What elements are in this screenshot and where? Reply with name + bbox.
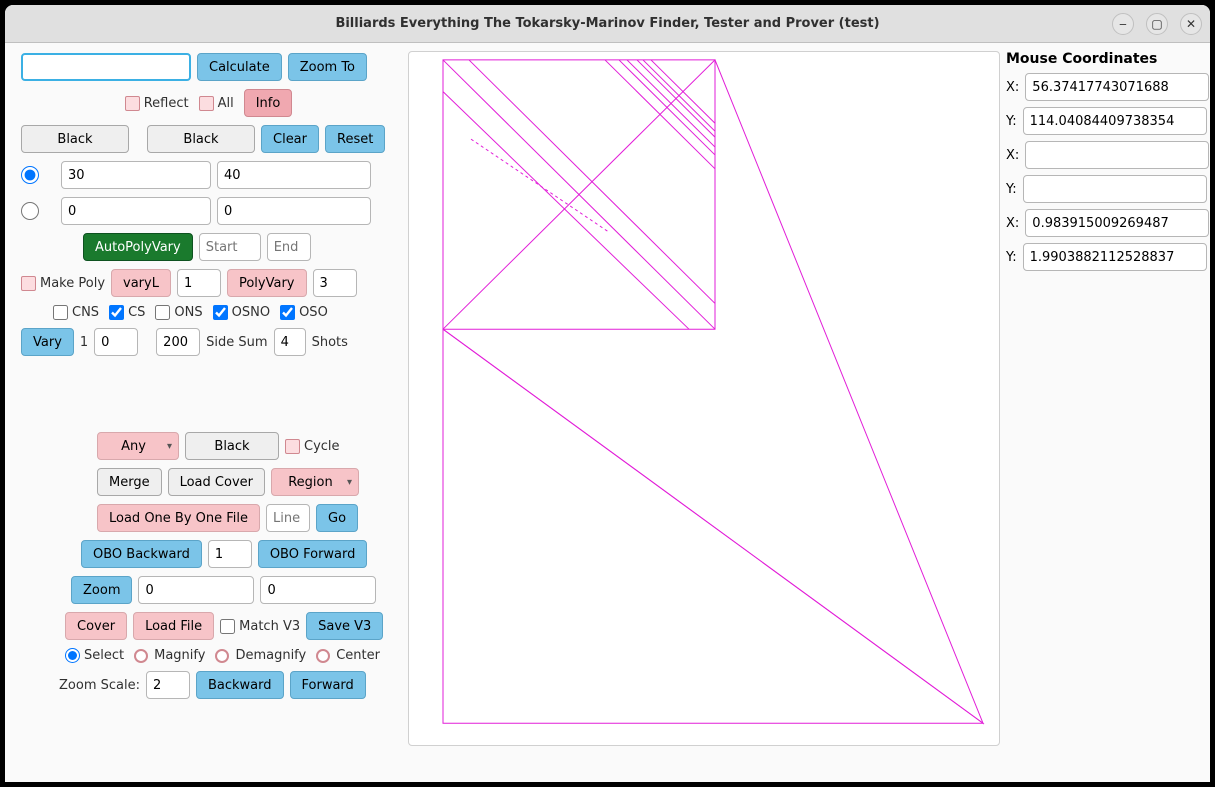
coord-x1-label: X: [1006,80,1019,95]
match-v3-check[interactable]: Match V3 [220,619,300,634]
cover-button[interactable]: Cover [65,612,127,640]
coord-y2-label: Y: [1006,182,1017,197]
main-input[interactable] [21,53,191,81]
angle-radio-2[interactable] [21,202,39,220]
billiards-diagram [409,52,999,745]
cns-check[interactable]: CNS [53,305,99,320]
obo-forward-button[interactable]: OBO Forward [258,540,368,568]
zoom-scale-input[interactable] [146,671,190,699]
any-dropdown[interactable]: Any [97,432,179,460]
magnify-radio[interactable]: Magnify [134,648,205,663]
end-input[interactable] [267,233,311,261]
content: Calculate Zoom To Reflect All Info Black… [5,43,1210,782]
make-poly-check[interactable]: Make Poly [21,276,105,291]
clear-button[interactable]: Clear [261,125,319,153]
window-controls: ‒ ▢ ✕ [1112,13,1202,35]
polyvary-input[interactable] [313,269,357,297]
load-cover-button[interactable]: Load Cover [168,468,265,496]
cycle-check[interactable]: Cycle [285,439,340,454]
zoom-v1-input[interactable] [138,576,254,604]
coord-x2-input[interactable] [1025,141,1209,169]
app-window: Billiards Everything The Tokarsky-Marino… [5,5,1210,782]
obo-input[interactable] [208,540,252,568]
line-input[interactable] [266,504,310,532]
angle-radio-1[interactable] [21,166,39,184]
obo-backward-button[interactable]: OBO Backward [81,540,202,568]
side-sum-input[interactable] [274,328,306,356]
minimize-button[interactable]: ‒ [1112,13,1134,35]
osno-check[interactable]: OSNO [213,305,270,320]
all-check[interactable]: All [199,96,234,111]
angle-b2-input[interactable] [217,197,371,225]
save-v3-button[interactable]: Save V3 [306,612,383,640]
coord-y1-label: Y: [1006,114,1017,129]
titlebar: Billiards Everything The Tokarsky-Marino… [5,5,1210,43]
start-input[interactable] [199,233,261,261]
center-radio[interactable]: Center [316,648,380,663]
varyl-input[interactable] [177,269,221,297]
varyl-button[interactable]: varyL [111,269,171,297]
merge-button[interactable]: Merge [97,468,162,496]
black-button-2[interactable]: Black [147,125,255,153]
coord-y3-input[interactable] [1023,243,1207,271]
oso-check[interactable]: OSO [280,305,328,320]
mouse-coordinates-heading: Mouse Coordinates [1006,51,1200,67]
calculate-button[interactable]: Calculate [197,53,282,81]
vary-v2-input[interactable] [156,328,200,356]
vary-button[interactable]: Vary [21,328,74,356]
coord-x3-label: X: [1006,216,1019,231]
close-button[interactable]: ✕ [1180,13,1202,35]
info-button[interactable]: Info [244,89,293,117]
load-file-button[interactable]: Load File [133,612,214,640]
reset-button[interactable]: Reset [325,125,385,153]
shots-label: Shots [312,335,348,350]
vary-v1-input[interactable] [94,328,138,356]
autopolyvary-button[interactable]: AutoPolyVary [83,233,193,261]
zoom-scale-label: Zoom Scale: [59,678,140,693]
coord-x3-input[interactable] [1025,209,1209,237]
ons-check[interactable]: ONS [155,305,202,320]
angle-b1-input[interactable] [61,197,211,225]
polyvary-button[interactable]: PolyVary [227,269,307,297]
window-title: Billiards Everything The Tokarsky-Marino… [335,16,879,31]
forward-button[interactable]: Forward [290,671,366,699]
black-button-1[interactable]: Black [21,125,129,153]
cs-check[interactable]: CS [109,305,145,320]
vary-one-label: 1 [80,335,88,350]
zoom-to-button[interactable]: Zoom To [288,53,367,81]
coord-x2-label: X: [1006,148,1019,163]
coord-y1-input[interactable] [1023,107,1207,135]
right-panel: Mouse Coordinates X: Y: X: Y: X: Y: [1000,43,1210,782]
coord-y2-input[interactable] [1023,175,1207,203]
demagnify-radio[interactable]: Demagnify [215,648,306,663]
side-sum-label: Side Sum [206,335,267,350]
canvas-area[interactable] [408,51,1000,746]
coord-y3-label: Y: [1006,250,1017,265]
load-one-by-one-button[interactable]: Load One By One File [97,504,260,532]
angle-a2-input[interactable] [217,161,371,189]
backward-button[interactable]: Backward [196,671,284,699]
angle-a1-input[interactable] [61,161,211,189]
zoom-button[interactable]: Zoom [71,576,132,604]
go-button[interactable]: Go [316,504,358,532]
coord-x1-input[interactable] [1025,73,1209,101]
reflect-check[interactable]: Reflect [125,96,189,111]
maximize-button[interactable]: ▢ [1146,13,1168,35]
black-button-3[interactable]: Black [185,432,279,460]
zoom-v2-input[interactable] [260,576,376,604]
region-dropdown[interactable]: Region [271,468,359,496]
left-panel: Calculate Zoom To Reflect All Info Black… [5,43,408,782]
select-radio[interactable]: Select [65,648,124,663]
